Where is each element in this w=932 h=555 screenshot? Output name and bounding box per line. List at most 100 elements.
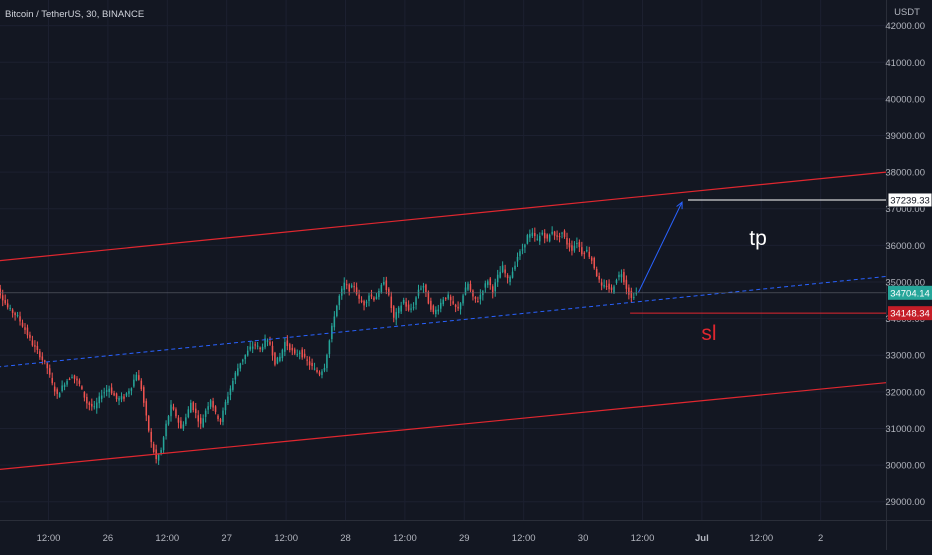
candle-body [353,286,355,288]
candle-body [103,392,105,394]
candle-body [279,356,281,361]
candle-body [323,367,326,371]
candle-body [227,396,229,403]
candle-body [118,397,120,401]
stop-loss-badge: 34148.34 [888,306,932,321]
candle-body [229,388,232,395]
candle-body [472,290,474,297]
candle-body [293,349,296,354]
candle-body [194,408,197,414]
candle-body [420,288,422,290]
price-tick-label: 39000.00 [885,131,925,142]
candle-body [256,345,259,347]
candle-body [556,235,558,237]
candle-body [615,279,618,284]
candle-body [175,409,177,417]
candle-body [182,424,185,429]
candle-body [427,291,430,304]
candle-body [578,242,581,248]
candle-body [95,402,98,409]
candle-body [350,285,353,288]
candle-body [160,449,162,453]
candle-body [491,286,494,294]
candle-body [88,402,91,405]
candle-body [586,249,588,252]
time-tick-label: 12:00 [749,533,773,544]
chart-title: Bitcoin / TetherUS, 30, BINANCE [5,9,145,20]
candle-body [4,300,6,304]
candle-body [519,251,521,257]
drawings [0,171,887,470]
candle-body [91,403,93,407]
candle-body [415,297,417,305]
candle-body [135,374,138,381]
candle-body [281,349,284,359]
price-tick-label: 33000.00 [885,351,925,362]
candle-body [284,342,286,352]
time-tick-label: Jul [695,533,709,544]
candle-body [63,384,66,387]
candle-body [494,282,496,292]
take-profit-badge-text: 37239.33 [890,195,930,206]
candle-body [286,340,289,347]
candle-body [147,416,150,431]
candle-body [529,234,531,238]
candle-body [98,396,101,404]
candle-body [165,423,167,437]
candle-body [86,396,88,404]
candle-body [162,437,165,451]
candle-body [397,307,400,314]
candle-body [244,354,247,360]
candle-body [61,385,63,392]
candle-body [595,269,598,277]
candle-body [464,287,467,295]
candle-body [504,269,506,274]
candle-body [385,280,388,291]
candle-body [358,294,360,299]
stop-loss-badge-text: 34148.34 [890,309,930,320]
candle-body [318,372,321,375]
sl-annotation[interactable]: sl [701,322,716,345]
candle-body [81,386,83,389]
candle-body [108,388,110,392]
candle-body [46,363,49,369]
candle-body [212,401,214,408]
candle-body [140,380,143,390]
candle-body [331,325,333,340]
candle-body [400,305,402,312]
price-tick-label: 32000.00 [885,387,925,398]
candle-body [573,245,576,251]
tp-annotation[interactable]: tp [749,227,767,250]
take-profit-badge-bg [887,192,932,208]
candle-body [41,356,44,360]
candle-body [202,418,204,427]
time-tick-label: 29 [459,533,470,544]
candle-body [538,235,541,242]
candle-body [239,363,242,369]
time-axis[interactable]: 12:00 26 12:00 27 12:00 28 12:00 29 12:00 30 12:00… [0,520,932,545]
candle-body [462,295,464,304]
candle-body [234,372,237,380]
candle-body [608,283,610,290]
time-tick-label: 28 [340,533,351,544]
candle-body [336,305,338,317]
candle-body [224,402,227,411]
candle-body [73,375,76,379]
time-tick-label: 2 [818,533,823,544]
take-profit-badge: 37239.33 [887,192,932,208]
candle-body [138,375,140,380]
candle-body [558,235,561,238]
candle-body [454,304,457,307]
candle-body [630,290,633,298]
candle-body [479,294,482,300]
candle-body [618,274,620,278]
candle-body [548,234,551,242]
candles [0,226,638,465]
candle-body [392,306,395,318]
candle-body [217,415,219,420]
candle-body [311,362,313,367]
candle-body [405,301,407,307]
last-price-badge-text: 34704.14 [890,288,930,299]
